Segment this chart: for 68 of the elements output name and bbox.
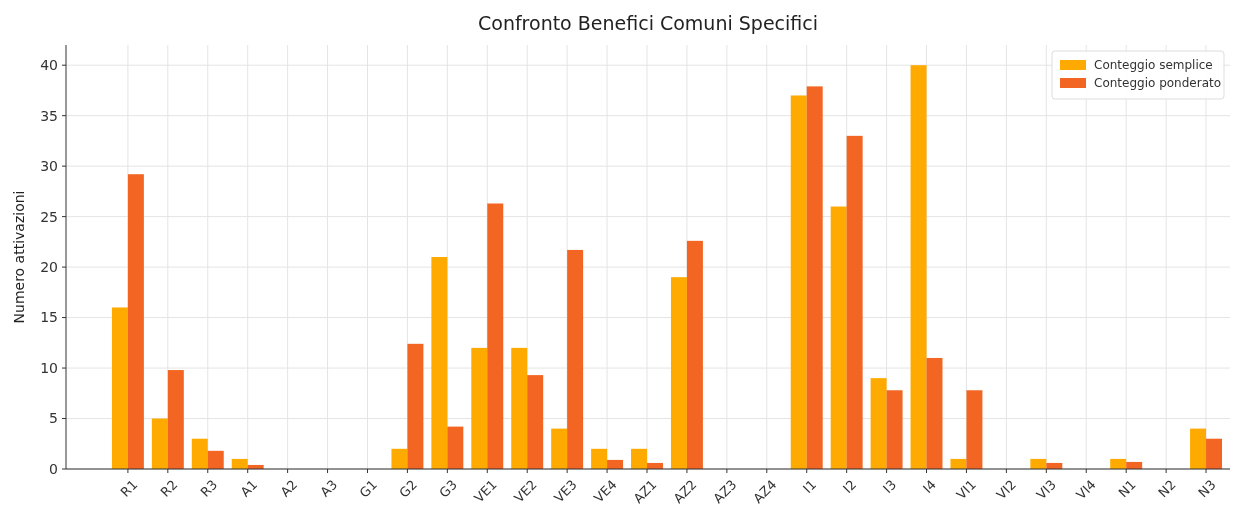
x-tick-label: VE1 — [471, 476, 500, 506]
chart-title: Confronto Benefici Comuni Specifici — [477, 12, 819, 34]
x-tick-label: I1 — [800, 476, 820, 497]
bar — [926, 357, 943, 469]
y-tick-label: 0 — [49, 460, 58, 477]
y-tick-label: 30 — [40, 158, 58, 175]
x-tick-label: R2 — [157, 476, 181, 500]
x-tick-label: VI2 — [993, 476, 1019, 503]
bar — [391, 448, 408, 469]
x-tick-label: VI4 — [1073, 476, 1099, 503]
y-tick-label: 5 — [49, 410, 58, 427]
bar — [191, 438, 208, 469]
x-tick-label: VE3 — [551, 476, 580, 506]
x-tick-label: N3 — [1195, 476, 1219, 501]
bar — [686, 240, 703, 469]
x-tick-label: A3 — [317, 476, 341, 500]
x-tick-label: G3 — [436, 476, 460, 501]
bar — [631, 448, 647, 469]
y-tick-label: 10 — [40, 359, 58, 376]
bar — [567, 249, 584, 469]
x-tick-label: I3 — [879, 476, 900, 497]
x-tick-label: VE2 — [511, 476, 540, 506]
x-tick-label: R1 — [117, 476, 141, 500]
bar — [591, 448, 608, 469]
bar — [447, 426, 464, 469]
x-tick-label: A1 — [237, 476, 261, 500]
bar — [806, 86, 823, 469]
bar — [111, 307, 128, 469]
y-axis-title: Numero attivazioni — [11, 190, 27, 324]
x-tick-label: I2 — [840, 476, 860, 497]
y-tick-label: 25 — [40, 208, 58, 225]
y-tick-label: 35 — [40, 107, 58, 124]
bar — [151, 418, 168, 469]
bar — [830, 206, 847, 469]
bar — [527, 375, 544, 469]
bar — [886, 390, 903, 469]
bar — [870, 378, 887, 469]
bar — [966, 390, 983, 469]
bar — [207, 450, 224, 469]
x-tick-label: R3 — [197, 476, 221, 500]
bar — [1190, 428, 1207, 469]
bar — [511, 347, 528, 469]
x-tick-label: I4 — [919, 476, 940, 497]
x-tick-label: VI3 — [1033, 476, 1059, 503]
bar — [167, 370, 184, 469]
bar — [1206, 438, 1223, 469]
bar — [551, 428, 568, 469]
x-tick-label: VE4 — [591, 476, 620, 506]
x-tick-label: G1 — [356, 476, 381, 501]
bar — [487, 203, 504, 469]
bar — [910, 65, 927, 469]
x-tick-label: G2 — [396, 476, 420, 501]
bar — [127, 174, 144, 469]
y-tick-label: 15 — [40, 309, 58, 326]
bar — [790, 95, 807, 469]
bar — [431, 257, 448, 469]
x-tick-label: A2 — [277, 476, 301, 500]
x-tick-label: N2 — [1155, 476, 1179, 501]
y-tick-label: 20 — [40, 259, 58, 275]
y-tick-label: 40 — [40, 57, 58, 74]
bar — [471, 347, 488, 469]
bar — [407, 343, 424, 469]
bar — [846, 135, 863, 469]
legend-label: Conteggio ponderato — [1094, 76, 1222, 91]
legend-label: Conteggio semplice — [1094, 58, 1213, 73]
bar — [670, 277, 687, 469]
x-tick-label: N1 — [1115, 476, 1139, 501]
x-tick-label: VI1 — [953, 476, 980, 503]
